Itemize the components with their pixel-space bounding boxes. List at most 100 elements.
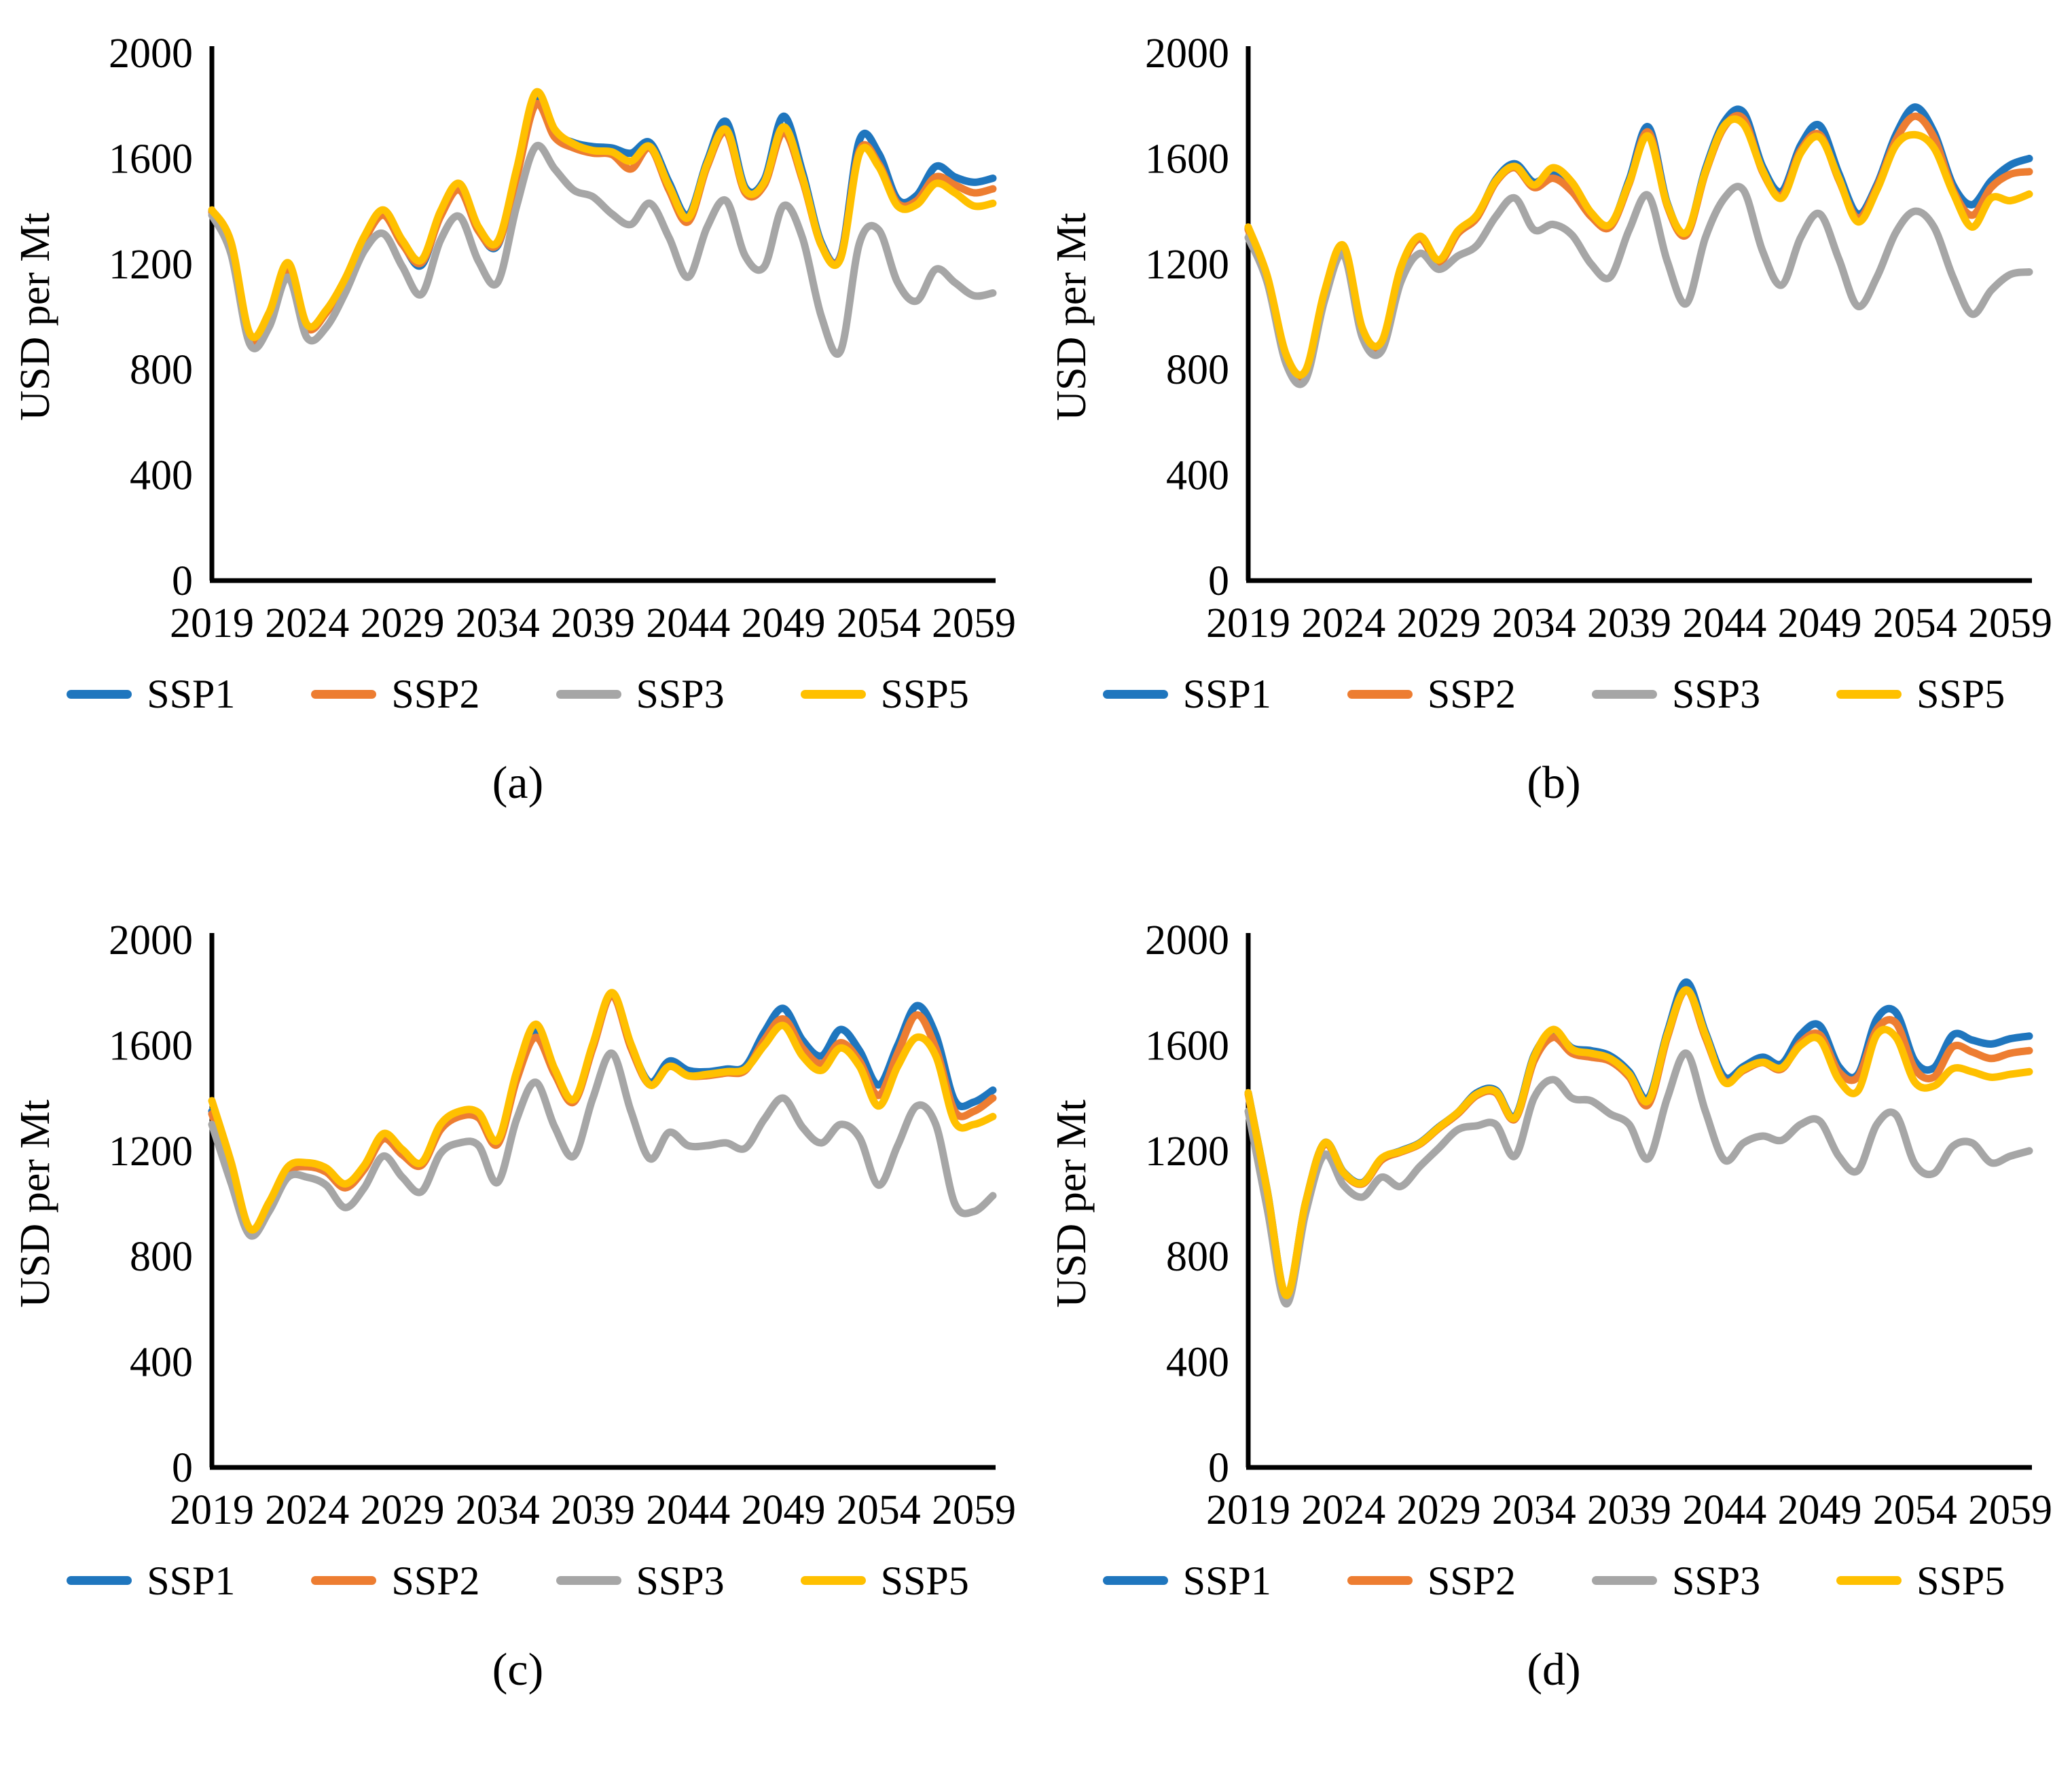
legend-item-ssp3: SSP3 [1592, 1560, 1760, 1601]
y-tick-label: 400 [1166, 453, 1229, 499]
y-tick-label: 2000 [1145, 31, 1229, 77]
ssp2-legend-swatch-icon [1347, 1576, 1413, 1585]
y-tick-label: 800 [1166, 1234, 1229, 1280]
ssp5-legend-swatch-icon [1836, 1576, 1902, 1585]
x-tick-label: 2059 [932, 600, 1016, 646]
y-tick-label: 1600 [109, 136, 193, 182]
legend-label: SSP1 [1182, 672, 1271, 716]
y-tick-label: 1200 [1145, 242, 1229, 288]
x-tick-label: 2029 [1396, 600, 1480, 646]
x-tick-label: 2049 [741, 1487, 825, 1533]
x-tick-label: 2039 [1586, 600, 1671, 646]
y-tick-label: 0 [172, 558, 193, 604]
y-tick-label: 1600 [1145, 136, 1229, 182]
panel-a: 0 400 800 1200 1600 2000 USD per Mt 2019 2024 202… [0, 0, 1036, 886]
line-chart-b: 0 400 800 1200 1600 2000 USD per Mt 2019 2024 202… [1049, 31, 2052, 646]
legend-item-ssp2: SSP2 [1347, 674, 1516, 714]
legend-item-ssp2: SSP2 [311, 1560, 480, 1601]
line-chart-d: 0 400 800 1200 1600 2000 USD per Mt 2019 2024 202… [1049, 917, 2052, 1533]
x-tick-label: 2054 [1872, 600, 1957, 646]
ssp2-legend-swatch-icon [311, 689, 377, 699]
line-chart-a: 0 400 800 1200 1600 2000 USD per Mt 2019 2024 202… [12, 31, 1016, 646]
chart-caption-b: (b) [1527, 756, 1581, 808]
y-tick-label: 0 [172, 1445, 193, 1491]
x-tick-label: 2019 [170, 1487, 254, 1533]
legend-label: SSP1 [147, 1558, 236, 1603]
ssp1-legend-swatch-icon [67, 1576, 132, 1585]
ssp1-legend-swatch-icon [1102, 689, 1168, 699]
ssp3-line [208, 141, 997, 358]
legend-d: SSP1 SSP2 SSP3 SSP5 [1036, 1554, 2072, 1607]
legend-item-ssp5: SSP5 [800, 672, 969, 716]
legend-item-ssp5: SSP5 [800, 1558, 969, 1603]
x-tick-label: 2049 [1777, 1487, 1861, 1533]
legend-item-ssp1: SSP1 [1102, 672, 1271, 716]
x-tick-label: 2034 [456, 1487, 540, 1533]
legend-item-ssp1: SSP1 [67, 1560, 235, 1601]
ssp3-line [1244, 1049, 2033, 1308]
y-tick-label: 1200 [1145, 1128, 1229, 1174]
ssp5-line [208, 88, 997, 342]
ssp3-legend-swatch-icon [1592, 689, 1657, 699]
y-tick-label: 400 [130, 453, 193, 499]
ssp2-line [208, 991, 997, 1236]
y-axis-title: USD per Mt [12, 213, 58, 421]
legend-label: SSP5 [880, 672, 969, 716]
x-tick-label: 2059 [932, 1487, 1016, 1533]
y-axis-title: USD per Mt [12, 1099, 58, 1308]
legend-label: SSP3 [636, 672, 725, 716]
x-tick-label: 2034 [1491, 1487, 1576, 1533]
x-tick-label: 2034 [1491, 600, 1576, 646]
ssp5-legend-swatch-icon [800, 1576, 866, 1585]
legend-item-ssp2: SSP2 [311, 672, 480, 716]
ssp2-legend-swatch-icon [1347, 689, 1413, 699]
legend-item-ssp3: SSP3 [556, 1560, 725, 1601]
x-tick-label: 2049 [1777, 600, 1861, 646]
y-tick-label: 2000 [1145, 917, 1229, 964]
ssp3-legend-swatch-icon [556, 689, 621, 699]
x-tick-label: 2054 [837, 1487, 921, 1533]
legend-label: SSP5 [880, 1558, 969, 1603]
x-tick-label: 2044 [1682, 1487, 1766, 1533]
x-tick-label: 2034 [456, 600, 540, 646]
x-tick-label: 2054 [1872, 1487, 1957, 1533]
ssp5-line [1244, 985, 2033, 1299]
ssp1-legend-swatch-icon [1102, 1576, 1168, 1585]
legend-label: SSP2 [391, 672, 480, 716]
x-tick-label: 2039 [551, 1487, 635, 1533]
x-tick-label: 2029 [1396, 1487, 1480, 1533]
x-tick-label: 2024 [1301, 1487, 1385, 1533]
y-tick-label: 800 [1166, 347, 1229, 393]
y-tick-label: 400 [130, 1339, 193, 1385]
x-tick-label: 2044 [646, 1487, 730, 1533]
y-tick-label: 400 [1166, 1339, 1229, 1385]
legend-label: SSP3 [636, 1558, 725, 1603]
y-tick-label: 2000 [109, 917, 193, 964]
x-tick-label: 2019 [1206, 600, 1290, 646]
ssp5-legend-swatch-icon [1836, 689, 1902, 699]
x-tick-label: 2029 [360, 1487, 444, 1533]
x-tick-label: 2054 [837, 600, 921, 646]
legend-item-ssp5: SSP5 [1836, 674, 2005, 714]
y-tick-label: 800 [130, 347, 193, 393]
legend-a: SSP1 SSP2 SSP3 SSP5 [0, 668, 1036, 720]
x-tick-label: 2024 [265, 1487, 349, 1533]
x-tick-label: 2044 [1682, 600, 1766, 646]
legend-item-ssp1: SSP1 [1102, 1560, 1271, 1601]
legend-item-ssp5: SSP5 [1836, 1560, 2005, 1601]
x-tick-label: 2019 [170, 600, 254, 646]
ssp5-line [1244, 115, 2033, 379]
y-axis-title: USD per Mt [1049, 1099, 1095, 1308]
x-tick-label: 2059 [1967, 1487, 2052, 1533]
x-tick-label: 2044 [646, 600, 730, 646]
y-axis-title: USD per Mt [1049, 213, 1095, 421]
chart-caption-a: (a) [492, 756, 544, 808]
x-tick-label: 2049 [741, 600, 825, 646]
y-tick-label: 2000 [109, 31, 193, 77]
legend-label: SSP1 [147, 672, 236, 716]
ssp1-line [208, 989, 997, 1235]
legend-item-ssp3: SSP3 [556, 674, 725, 714]
ssp3-line [1244, 183, 2033, 388]
legend-item-ssp1: SSP1 [67, 674, 235, 714]
